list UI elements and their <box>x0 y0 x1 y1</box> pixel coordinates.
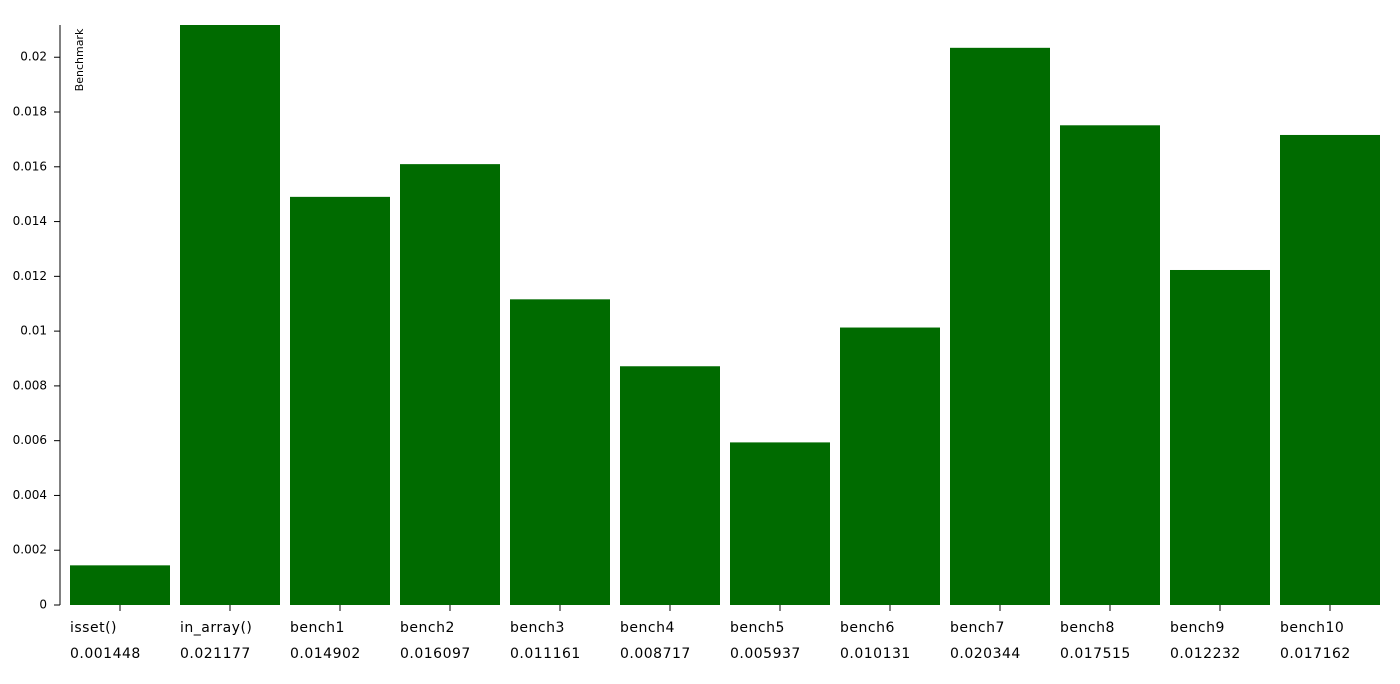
x-tick-label: bench5 <box>730 620 785 636</box>
y-tick-label: 0.008 <box>13 378 47 392</box>
bar <box>1060 125 1160 606</box>
bar <box>400 164 500 605</box>
bar <box>840 327 940 605</box>
bar <box>70 565 170 605</box>
x-tick-label: bench4 <box>620 620 675 636</box>
bar <box>620 366 720 605</box>
y-tick-label: 0 <box>39 598 47 612</box>
y-tick-label: 0.004 <box>13 488 47 502</box>
x-tick-label: bench8 <box>1060 620 1115 636</box>
x-tick-label: bench7 <box>950 620 1005 636</box>
bar <box>290 196 390 606</box>
x-tick-label: bench10 <box>1280 620 1344 636</box>
value-label: 0.017162 <box>1280 646 1351 662</box>
value-label: 0.021177 <box>180 646 251 662</box>
bar <box>950 47 1050 605</box>
y-tick-label: 0.014 <box>13 214 47 228</box>
y-tick-label: 0.006 <box>13 433 47 447</box>
x-tick-label: in_array() <box>180 620 252 636</box>
x-tick-label: bench3 <box>510 620 565 636</box>
value-label: 0.010131 <box>840 646 911 662</box>
value-label: 0.020344 <box>950 646 1021 662</box>
x-tick-label: bench2 <box>400 620 455 636</box>
value-label: 0.008717 <box>620 646 691 662</box>
y-tick-label: 0.018 <box>13 105 47 119</box>
bar <box>510 299 610 605</box>
value-label: 0.016097 <box>400 646 471 662</box>
bar <box>1280 134 1380 606</box>
y-tick-label: 0.01 <box>20 324 47 338</box>
value-label: 0.012232 <box>1170 646 1241 662</box>
bar <box>180 25 280 605</box>
value-label: 0.017515 <box>1060 646 1131 662</box>
bar <box>1170 269 1270 605</box>
y-tick-label: 0.002 <box>13 543 47 557</box>
x-tick-label: bench6 <box>840 620 895 636</box>
x-tick-label: bench1 <box>290 620 345 636</box>
x-tick-label: bench9 <box>1170 620 1225 636</box>
value-label: 0.014902 <box>290 646 361 662</box>
value-label: 0.005937 <box>730 646 801 662</box>
value-label: 0.001448 <box>70 646 141 662</box>
x-tick-label: isset() <box>70 620 117 636</box>
y-axis-label: Benchmark <box>73 28 86 91</box>
bar <box>730 442 830 605</box>
y-tick-label: 0.02 <box>20 50 47 64</box>
y-tick-label: 0.012 <box>13 269 47 283</box>
value-label: 0.011161 <box>510 646 581 662</box>
y-tick-label: 0.016 <box>13 159 47 173</box>
